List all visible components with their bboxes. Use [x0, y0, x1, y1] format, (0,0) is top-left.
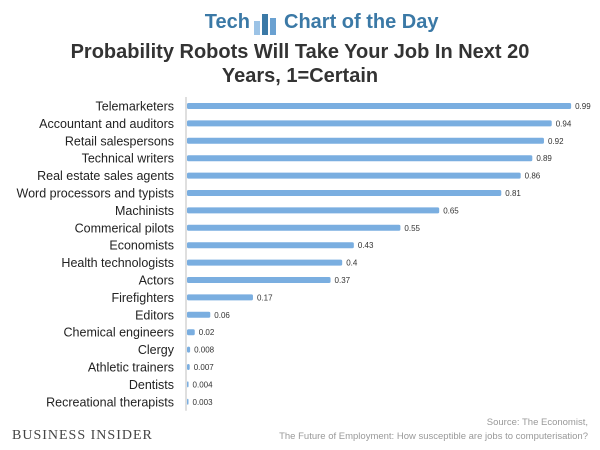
source-line-2: The Future of Employment: How susceptibl…	[279, 431, 588, 442]
category-label: Telemarketers	[96, 100, 175, 114]
bar	[187, 381, 189, 388]
brand-tech: Tech	[204, 11, 250, 33]
category-label: Commerical pilots	[75, 221, 174, 235]
category-label: Editors	[135, 308, 174, 322]
brand-chart-of-the-day: Chart of the Day	[284, 11, 439, 33]
bar	[187, 207, 440, 214]
value-label: 0.02	[199, 328, 215, 337]
category-label: Word processors and typists	[17, 187, 174, 201]
category-label: Technical writers	[82, 152, 174, 166]
source-note: Source: The Economist, The Future of Emp…	[279, 416, 588, 444]
value-label: 0.4	[346, 259, 358, 268]
bar	[187, 346, 191, 353]
chart-title-line-2: Years, 1=Certain	[221, 65, 379, 87]
category-label: Economists	[109, 239, 174, 253]
value-label: 0.81	[505, 189, 521, 198]
bar	[187, 311, 211, 318]
bar	[187, 224, 401, 231]
value-label: 0.99	[575, 102, 591, 111]
value-label: 0.43	[358, 241, 374, 250]
bar	[187, 155, 533, 162]
category-label: Athletic trainers	[88, 361, 174, 375]
category-label: Recreational therapists	[46, 395, 174, 409]
chart-header: Tech Chart of the Day	[0, 8, 600, 38]
category-label: Dentists	[129, 378, 174, 392]
category-label: Real estate sales agents	[37, 169, 174, 183]
value-label: 0.007	[194, 363, 215, 372]
category-label: Accountant and auditors	[39, 117, 174, 131]
bar	[187, 190, 502, 196]
bar	[187, 277, 331, 283]
category-label: Clergy	[138, 343, 175, 357]
value-label: 0.86	[525, 172, 541, 181]
chart-title-line-1: Probability Robots Will Take Your Job In…	[70, 41, 530, 63]
bar	[187, 172, 521, 179]
publisher-logo: BUSINESS INSIDER	[12, 428, 153, 443]
value-label: 0.89	[536, 154, 552, 163]
value-label: 0.37	[335, 276, 351, 285]
bar	[187, 329, 195, 336]
category-label: Actors	[139, 274, 174, 288]
chart-title: Probability Robots Will Take Your Job In…	[40, 40, 560, 88]
category-label: Chemical engineers	[64, 326, 174, 340]
value-label: 0.003	[193, 398, 214, 407]
value-label: 0.17	[257, 293, 273, 302]
value-label: 0.008	[194, 346, 215, 355]
category-label: Health technologists	[61, 256, 174, 270]
category-label: Firefighters	[111, 291, 174, 305]
value-label: 0.004	[193, 380, 214, 389]
bar	[187, 259, 343, 266]
bar	[187, 103, 572, 109]
category-label: Retail salespersons	[65, 134, 174, 148]
source-line-1: Source: The Economist,	[486, 417, 588, 428]
value-label: 0.55	[404, 224, 420, 233]
bar	[187, 120, 552, 127]
value-label: 0.92	[548, 137, 564, 146]
bar	[187, 294, 253, 301]
category-label: Machinists	[115, 204, 174, 218]
value-label: 0.65	[443, 206, 459, 215]
value-label: 0.94	[556, 119, 572, 128]
bar-chart-logo-icon	[254, 14, 276, 35]
bar	[187, 137, 544, 144]
value-label: 0.06	[214, 311, 230, 320]
bar	[187, 364, 190, 370]
bar	[187, 398, 189, 405]
bar	[187, 242, 354, 249]
